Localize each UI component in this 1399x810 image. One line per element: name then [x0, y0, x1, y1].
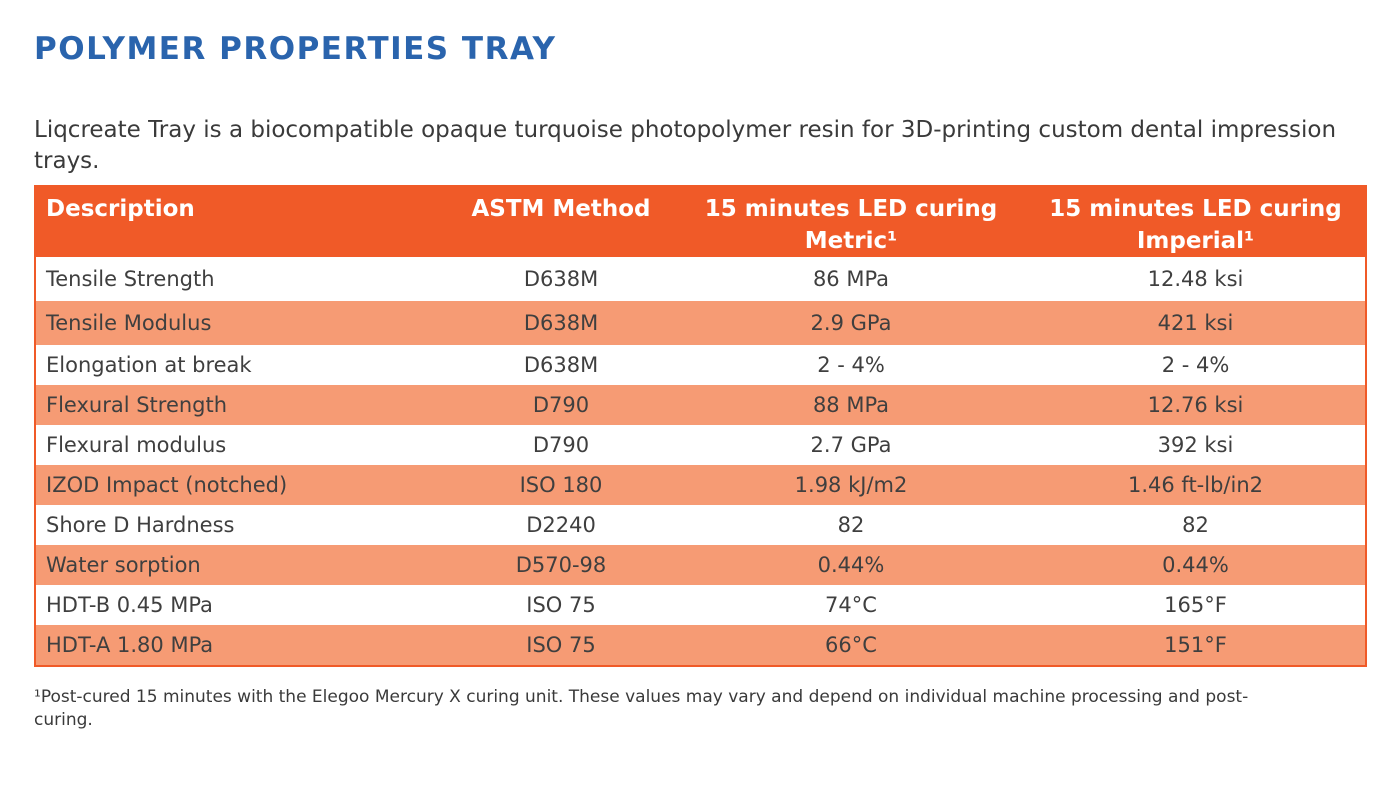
table-row: Tensile Modulus D638M 2.9 GPa 421 ksi: [36, 301, 1365, 345]
cell-imperial: 151°F: [1164, 633, 1227, 657]
cell-imperial: 12.48 ksi: [1147, 267, 1244, 291]
header-astm-method: ASTM Method: [471, 196, 651, 222]
footnote: ¹Post-cured 15 minutes with the Elegoo M…: [34, 687, 1249, 730]
cell-metric: 88 MPa: [812, 393, 890, 417]
cell-metric: 0.44%: [817, 553, 885, 577]
cell-metric: 2.7 GPa: [810, 433, 892, 457]
cell-metric: 2.9 GPa: [810, 311, 892, 335]
cell-description: Tensile Modulus: [46, 311, 212, 335]
cell-astm: ISO 75: [526, 633, 596, 657]
table-row: Flexural modulus D790 2.7 GPa 392 ksi: [36, 425, 1365, 465]
cell-imperial: 2 - 4%: [1161, 353, 1230, 377]
table-header-row: Description ASTM Method 15 minutes LED c…: [36, 185, 1365, 257]
properties-table: Description ASTM Method 15 minutes LED c…: [36, 185, 1365, 665]
header-imperial: 15 minutes LED curing Imperial¹: [1026, 185, 1365, 257]
cell-imperial: 165°F: [1164, 593, 1227, 617]
cell-astm: D790: [532, 433, 590, 457]
page-title: POLYMER PROPERTIES TRAY: [34, 31, 557, 67]
table-row: Flexural Strength D790 88 MPa 12.76 ksi: [36, 385, 1365, 425]
header-imperial-line2: Imperial¹: [1136, 228, 1255, 254]
cell-description: IZOD Impact (notched): [46, 473, 288, 497]
cell-imperial: 12.76 ksi: [1147, 393, 1244, 417]
cell-description: Water sorption: [46, 553, 201, 577]
table-row: HDT-B 0.45 MPa ISO 75 74°C 165°F: [36, 585, 1365, 625]
header-metric: 15 minutes LED curing Metric¹: [676, 185, 1026, 257]
cell-description: Flexural modulus: [46, 433, 227, 457]
table-row: Shore D Hardness D2240 82 82: [36, 505, 1365, 545]
cell-astm: D638M: [523, 267, 599, 291]
cell-metric: 82: [837, 513, 865, 537]
cell-astm: D790: [532, 393, 590, 417]
cell-description: Elongation at break: [46, 353, 252, 377]
cell-description: Flexural Strength: [46, 393, 228, 417]
cell-metric: 74°C: [825, 593, 877, 617]
cell-astm: D2240: [526, 513, 596, 537]
table-row: IZOD Impact (notched) ISO 180 1.98 kJ/m2…: [36, 465, 1365, 505]
cell-astm: ISO 75: [526, 593, 596, 617]
cell-imperial: 1.46 ft-lb/in2: [1127, 473, 1263, 497]
table-row: Tensile Strength D638M 86 MPa 12.48 ksi: [36, 257, 1365, 301]
header-metric-line2: Metric¹: [804, 228, 898, 254]
cell-description: Tensile Strength: [46, 267, 215, 291]
cell-metric: 1.98 kJ/m2: [794, 473, 908, 497]
cell-imperial: 421 ksi: [1157, 311, 1234, 335]
cell-imperial: 82: [1182, 513, 1209, 537]
properties-table-container: Description ASTM Method 15 minutes LED c…: [34, 185, 1367, 667]
cell-metric: 2 - 4%: [817, 353, 885, 377]
header-metric-line1: 15 minutes LED curing: [704, 196, 998, 222]
cell-astm: D570-98: [515, 553, 607, 577]
cell-astm: D638M: [523, 353, 599, 377]
header-description: Description: [46, 196, 195, 222]
cell-description: Shore D Hardness: [46, 513, 235, 537]
cell-astm: ISO 180: [519, 473, 603, 497]
cell-metric: 66°C: [825, 633, 877, 657]
cell-astm: D638M: [523, 311, 599, 335]
cell-description: HDT-A 1.80 MPa: [46, 633, 214, 657]
intro-paragraph: Liqcreate Tray is a biocompatible opaque…: [34, 117, 1337, 174]
table-row: HDT-A 1.80 MPa ISO 75 66°C 151°F: [36, 625, 1365, 665]
cell-metric: 86 MPa: [812, 267, 890, 291]
table-row: Water sorption D570-98 0.44% 0.44%: [36, 545, 1365, 585]
header-imperial-line1: 15 minutes LED curing: [1049, 196, 1342, 222]
cell-description: HDT-B 0.45 MPa: [46, 593, 213, 617]
cell-imperial: 0.44%: [1162, 553, 1229, 577]
cell-imperial: 392 ksi: [1157, 433, 1234, 457]
table-row: Elongation at break D638M 2 - 4% 2 - 4%: [36, 345, 1365, 385]
